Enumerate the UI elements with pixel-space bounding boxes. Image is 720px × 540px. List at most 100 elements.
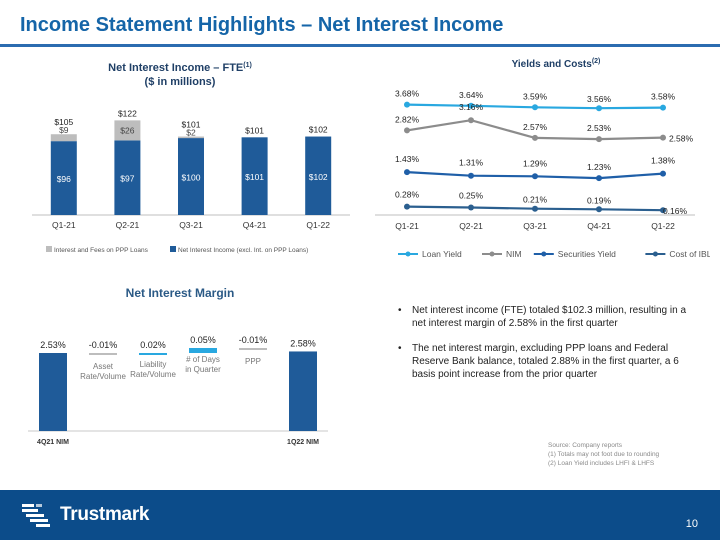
yields-data-label: 2.53% bbox=[587, 123, 612, 133]
yields-point bbox=[660, 207, 666, 214]
nii-legend-ppp-swatch bbox=[46, 246, 52, 252]
yields-point bbox=[468, 172, 474, 179]
yields-data-label: 2.82% bbox=[395, 114, 420, 124]
yields-point bbox=[596, 136, 602, 143]
nii-bar-core-label: $96 bbox=[57, 174, 71, 184]
yields-data-label: 2.57% bbox=[523, 122, 548, 132]
nii-x-tick: Q1-22 bbox=[306, 220, 330, 230]
nii-bar-core bbox=[50, 141, 77, 215]
footnotes: Source: Company reports (1) Totals may n… bbox=[548, 441, 659, 468]
yields-legend-marker bbox=[652, 251, 658, 257]
nii-bar-ppp-label: $26 bbox=[120, 125, 134, 135]
nim-step-label: PPP bbox=[245, 357, 261, 366]
yields-x-tick: Q2-21 bbox=[459, 221, 483, 231]
nim-x-tick: 4Q21 NIM bbox=[37, 439, 69, 446]
nii-bar-total-label: $101 bbox=[245, 125, 264, 135]
yields-point bbox=[468, 204, 474, 211]
nim-total-bar bbox=[289, 351, 317, 431]
yields-legend-label: Cost of IBL bbox=[669, 249, 710, 259]
footnote-source: Source: Company reports bbox=[548, 442, 623, 449]
nim-bar-label: -0.01% bbox=[239, 335, 268, 345]
footnote-2: (2) Loan Yield includes LHFI & LHFS bbox=[548, 460, 655, 467]
yields-point bbox=[532, 205, 538, 212]
nii-bar-ppp-label: $2 bbox=[186, 128, 196, 138]
yields-legend-label: NIM bbox=[506, 249, 522, 259]
nim-step-bar bbox=[89, 353, 117, 355]
nii-legend-core-swatch bbox=[170, 246, 176, 252]
footer-bar bbox=[0, 490, 720, 540]
yields-point bbox=[404, 101, 410, 108]
yields-data-label: 2.58% bbox=[669, 134, 694, 144]
nim-bar-label: 0.02% bbox=[140, 340, 166, 350]
yields-x-tick: Q1-22 bbox=[651, 221, 675, 231]
nii-bar-core-label: $100 bbox=[182, 173, 201, 183]
yields-point bbox=[404, 127, 410, 134]
yields-data-label: 3.16% bbox=[459, 102, 484, 112]
yields-point bbox=[660, 134, 666, 141]
yields-point bbox=[532, 173, 538, 180]
nim-step-bar bbox=[239, 348, 267, 350]
yields-point bbox=[468, 117, 474, 124]
nii-bar-ppp-label: $9 bbox=[59, 125, 69, 135]
nii-bar-core-label: $102 bbox=[309, 172, 328, 182]
trustmark-logo-icon bbox=[22, 504, 50, 527]
nii-bar-ppp bbox=[178, 136, 204, 139]
yields-point bbox=[404, 169, 410, 176]
title-rule bbox=[0, 44, 720, 47]
nim-step-label: Asset bbox=[93, 362, 114, 371]
yields-data-label: 0.25% bbox=[459, 191, 484, 201]
nim-chart-title: Net Interest Margin bbox=[126, 286, 235, 300]
nii-chart: Net Interest Income – FTE(1) ($ in millio… bbox=[32, 62, 350, 254]
yields-x-tick: Q1-21 bbox=[395, 221, 419, 231]
yields-point bbox=[532, 104, 538, 111]
yields-point bbox=[596, 105, 602, 112]
nii-bar-total-label: $102 bbox=[309, 125, 328, 135]
nii-x-tick: Q3-21 bbox=[179, 220, 203, 230]
yields-data-label: 3.59% bbox=[523, 91, 548, 101]
nii-x-tick: Q4-21 bbox=[243, 220, 267, 230]
nii-x-tick: Q2-21 bbox=[116, 220, 140, 230]
nim-step-label: Rate/Volume bbox=[80, 372, 126, 381]
yields-data-label: 3.56% bbox=[587, 94, 612, 104]
yields-point bbox=[596, 206, 602, 213]
nii-bar-core bbox=[114, 140, 141, 215]
nim-chart: Net Interest Margin 2.53% 4Q21 NIM -0.01% As… bbox=[28, 286, 328, 446]
yields-data-label: 3.68% bbox=[395, 89, 420, 99]
yields-data-label: 1.23% bbox=[587, 162, 612, 172]
nim-x-tick: 1Q22 NIM bbox=[287, 439, 319, 446]
nii-bar-ppp bbox=[50, 134, 77, 142]
nim-step-label: in Quarter bbox=[185, 365, 221, 374]
nii-bar-ppp bbox=[114, 120, 141, 141]
nii-legend-ppp: Interest and Fees on PPP Loans bbox=[54, 247, 149, 254]
trustmark-logo: Trustmark bbox=[20, 498, 149, 532]
page-title: Income Statement Highlights – Net Intere… bbox=[20, 14, 504, 36]
nii-bar-total-label: $105 bbox=[54, 117, 73, 127]
yields-point bbox=[596, 175, 602, 182]
page-number: 10 bbox=[685, 518, 698, 530]
nii-x-tick: Q1-21 bbox=[52, 220, 76, 230]
nii-bar-core bbox=[241, 137, 268, 215]
commentary: Net interest income (FTE) totaled $102.3… bbox=[398, 304, 698, 393]
nim-bar-label: -0.01% bbox=[89, 340, 118, 350]
yields-point bbox=[660, 170, 666, 177]
yields-legend-label: Securities Yield bbox=[558, 249, 616, 259]
footnote-1: (1) Totals may not foot due to rounding bbox=[548, 451, 660, 458]
yields-point bbox=[468, 102, 474, 109]
yields-data-label: 0.21% bbox=[523, 195, 548, 205]
yields-data-label: 0.28% bbox=[395, 190, 420, 200]
yields-data-label: 3.58% bbox=[651, 92, 676, 102]
yields-point bbox=[532, 134, 538, 141]
yields-x-tick: Q3-21 bbox=[523, 221, 547, 231]
yields-legend-marker bbox=[541, 251, 547, 257]
nim-total-bar bbox=[39, 353, 67, 431]
nim-step-label: Liability bbox=[140, 360, 167, 369]
nii-chart-subtitle: ($ in millions) bbox=[145, 76, 216, 88]
nii-chart-title: Net Interest Income – FTE(1) bbox=[108, 62, 252, 74]
nim-step-bar bbox=[189, 348, 217, 353]
nim-bar-label: 0.05% bbox=[190, 335, 216, 345]
nii-bar-total-label: $122 bbox=[118, 108, 137, 118]
yields-data-label: 1.31% bbox=[459, 158, 484, 168]
nii-bar-core-label: $97 bbox=[120, 174, 134, 184]
nim-step-label: Rate/Volume bbox=[130, 370, 176, 379]
nim-bar-label: 2.53% bbox=[40, 340, 66, 350]
